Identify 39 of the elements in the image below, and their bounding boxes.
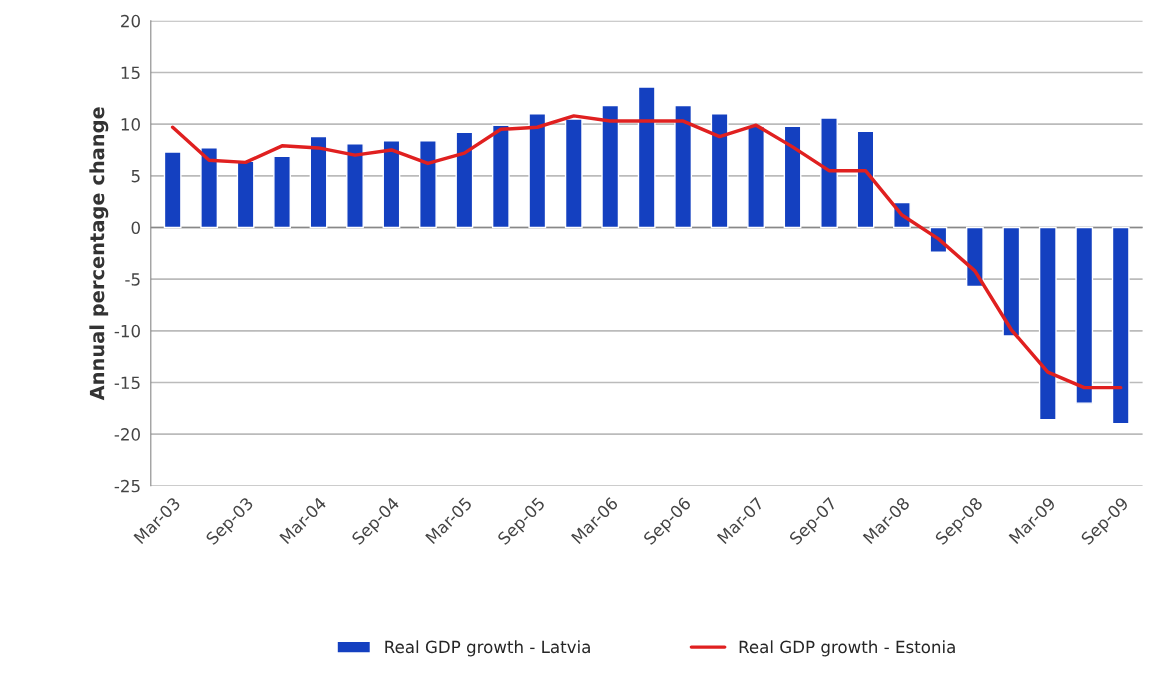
y-axis-title: Annual percentage change xyxy=(89,107,109,401)
bar xyxy=(200,147,219,229)
bar xyxy=(674,104,693,229)
bar xyxy=(491,124,510,229)
bar xyxy=(1111,226,1130,425)
bar xyxy=(236,160,255,229)
bar xyxy=(528,113,547,229)
y-tick-label: -5 xyxy=(125,273,140,286)
legend-label: Real GDP growth - Latvia xyxy=(385,640,590,657)
legend-label: Real GDP growth - Estonia xyxy=(739,640,955,657)
y-tick-label: 15 xyxy=(121,66,140,80)
bar xyxy=(820,117,838,229)
y-tick-label: 10 xyxy=(121,118,140,131)
line-series xyxy=(170,114,1123,390)
y-tick-label: 5 xyxy=(131,169,140,183)
bar xyxy=(346,143,364,229)
bar xyxy=(163,151,182,229)
y-tick-label: -15 xyxy=(114,376,140,390)
y-tick-label: -10 xyxy=(114,324,140,338)
bar xyxy=(309,135,328,229)
bar xyxy=(455,131,474,229)
bar xyxy=(419,139,437,229)
bar xyxy=(382,139,401,229)
bar xyxy=(564,118,583,229)
y-tick-label: 0 xyxy=(131,221,140,235)
bar xyxy=(856,130,875,229)
bar xyxy=(747,125,765,229)
y-tick-label: 20 xyxy=(121,14,140,28)
bar xyxy=(1038,226,1057,421)
bar xyxy=(601,104,620,229)
bar xyxy=(710,113,729,229)
bar xyxy=(783,125,802,229)
bar xyxy=(273,155,291,229)
bar xyxy=(1075,226,1094,404)
y-tick-label: -25 xyxy=(114,479,140,493)
bar xyxy=(637,86,656,229)
y-tick-label: -20 xyxy=(114,428,140,441)
bar xyxy=(965,226,984,288)
bar xyxy=(1002,226,1021,337)
